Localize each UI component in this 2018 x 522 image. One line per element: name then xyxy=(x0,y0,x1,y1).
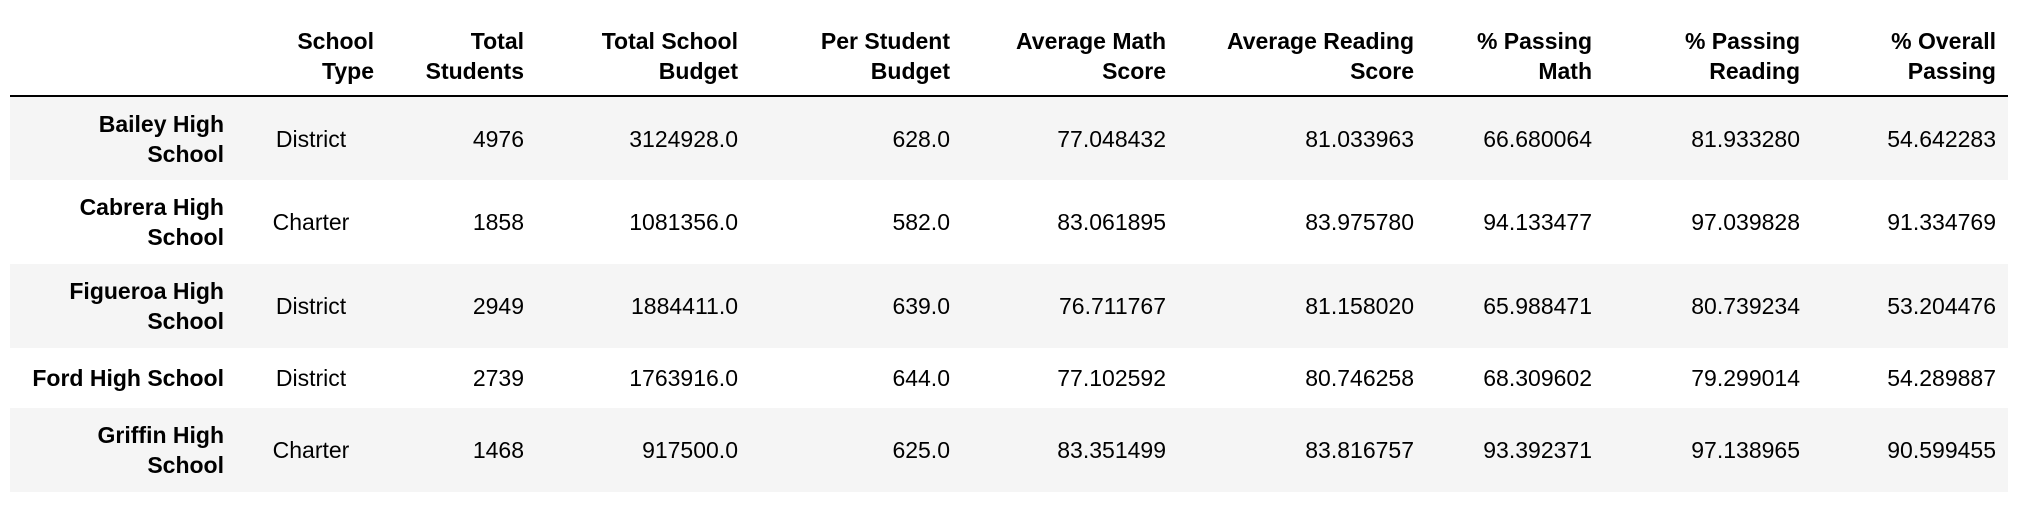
cell-average-reading-score: 80.746258 xyxy=(1305,365,1414,391)
cell-pct-overall-passing: 53.204476 xyxy=(1887,293,1996,319)
table-body: Bailey High School District 4976 3124928… xyxy=(10,96,2008,492)
cell-total-students: 1858 xyxy=(472,209,524,235)
column-header-school-type: School Type xyxy=(236,26,386,97)
column-header-average-reading-score: Average Reading Score xyxy=(1178,26,1426,97)
table-row: Cabrera High School Charter 1858 1081356… xyxy=(10,180,2008,264)
table-header: School Type Total Students Total School … xyxy=(10,26,2008,97)
dataframe-output: School Type Total Students Total School … xyxy=(10,26,2008,492)
row-index-school-name: Figueroa High School xyxy=(69,278,224,334)
cell-total-students: 2949 xyxy=(472,293,524,319)
cell-pct-passing-math: 93.392371 xyxy=(1483,437,1592,463)
cell-total-students: 4976 xyxy=(472,125,524,152)
cell-average-reading-score: 83.816757 xyxy=(1305,437,1414,463)
cell-total-school-budget: 917500.0 xyxy=(642,437,738,463)
cell-total-school-budget: 1081356.0 xyxy=(629,209,738,235)
table-row: Bailey High School District 4976 3124928… xyxy=(10,96,2008,180)
cell-total-students: 2739 xyxy=(472,365,524,391)
cell-pct-passing-math: 65.988471 xyxy=(1483,293,1592,319)
cell-pct-passing-reading: 97.138965 xyxy=(1691,437,1800,463)
table-row: Figueroa High School District 2949 18844… xyxy=(10,264,2008,348)
cell-average-math-score: 77.048432 xyxy=(1057,125,1166,152)
cell-per-student-budget: 644.0 xyxy=(892,365,950,391)
cell-total-school-budget: 1884411.0 xyxy=(630,293,738,319)
cell-pct-passing-math: 68.309602 xyxy=(1483,365,1592,391)
cell-pct-passing-reading: 97.039828 xyxy=(1691,209,1800,235)
cell-average-math-score: 83.351499 xyxy=(1057,437,1166,463)
cell-pct-overall-passing: 54.642283 xyxy=(1887,125,1996,152)
cell-pct-overall-passing: 91.334769 xyxy=(1887,209,1996,235)
column-header-total-students: Total Students xyxy=(386,26,536,97)
column-header-pct-overall-passing: % Overall Passing xyxy=(1812,26,2008,97)
table-row: Ford High School District 2739 1763916.0… xyxy=(10,348,2008,408)
cell-pct-overall-passing: 90.599455 xyxy=(1887,437,1996,463)
cell-average-reading-score: 83.975780 xyxy=(1305,209,1414,235)
row-index-school-name: Ford High School xyxy=(32,365,224,391)
cell-pct-passing-reading: 79.299014 xyxy=(1691,365,1800,391)
header-row: School Type Total Students Total School … xyxy=(10,26,2008,97)
index-header xyxy=(10,26,236,97)
cell-average-math-score: 77.102592 xyxy=(1057,365,1166,391)
cell-school-type: District xyxy=(275,293,347,319)
cell-school-type: District xyxy=(275,365,347,391)
cell-per-student-budget: 582.0 xyxy=(892,209,950,235)
row-index-school-name: Bailey High School xyxy=(98,110,224,167)
cell-average-math-score: 83.061895 xyxy=(1057,209,1166,235)
cell-average-reading-score: 81.033963 xyxy=(1305,125,1414,152)
cell-per-student-budget: 628.0 xyxy=(892,125,950,152)
cell-average-reading-score: 81.158020 xyxy=(1305,293,1414,319)
cell-pct-overall-passing: 54.289887 xyxy=(1887,365,1996,391)
row-index-school-name: Griffin High School xyxy=(97,422,224,478)
cell-total-school-budget: 3124928.0 xyxy=(629,125,738,152)
cell-per-student-budget: 625.0 xyxy=(892,437,950,463)
column-header-per-student-budget: Per Student Budget xyxy=(750,26,962,97)
cell-pct-passing-reading: 80.739234 xyxy=(1691,293,1800,319)
row-index-school-name: Cabrera High School xyxy=(79,194,224,250)
cell-school-type: Charter xyxy=(272,437,350,463)
cell-pct-passing-reading: 81.933280 xyxy=(1691,125,1800,152)
cell-pct-passing-math: 94.133477 xyxy=(1483,209,1592,235)
cell-average-math-score: 76.711767 xyxy=(1058,293,1166,319)
cell-total-students: 1468 xyxy=(472,437,524,463)
column-header-pct-passing-reading: % Passing Reading xyxy=(1604,26,1812,97)
cell-school-type: Charter xyxy=(272,209,350,235)
column-header-total-school-budget: Total School Budget xyxy=(536,26,750,97)
cell-school-type: District xyxy=(275,125,347,152)
column-header-pct-passing-math: % Passing Math xyxy=(1426,26,1604,97)
column-header-average-math-score: Average Math Score xyxy=(962,26,1178,97)
cell-pct-passing-math: 66.680064 xyxy=(1483,125,1592,152)
cell-total-school-budget: 1763916.0 xyxy=(629,365,738,391)
school-summary-table: School Type Total Students Total School … xyxy=(10,26,2008,492)
cell-per-student-budget: 639.0 xyxy=(892,293,950,319)
table-row: Griffin High School Charter 1468 917500.… xyxy=(10,408,2008,492)
